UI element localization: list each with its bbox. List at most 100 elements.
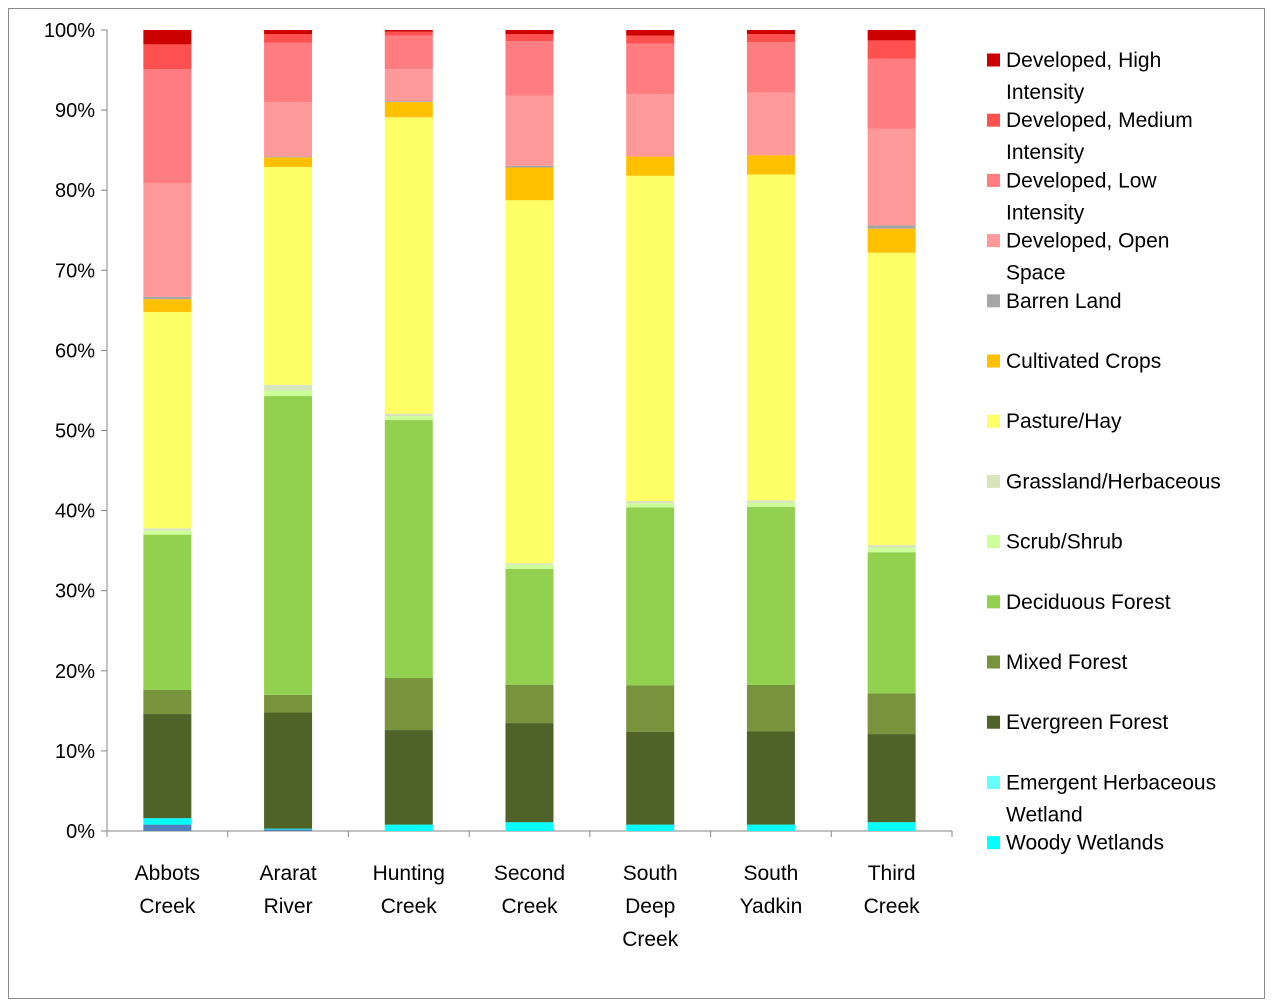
bar-segment bbox=[626, 685, 675, 732]
bar-segment bbox=[384, 35, 433, 70]
bar-segment bbox=[384, 69, 433, 102]
bar-segment bbox=[143, 299, 192, 312]
legend-label: Developed, High Intensity bbox=[1006, 49, 1161, 104]
bar-segment bbox=[143, 311, 192, 529]
bar-segment bbox=[384, 730, 433, 825]
plot-area: 0% 10% 20% 30% 40% 50% 60% 70% 80% 90% 100% Abbots C… bbox=[44, 20, 953, 951]
legend-label: Woody Wetlands bbox=[1006, 832, 1164, 855]
bar-segment bbox=[746, 42, 795, 93]
bar-segment bbox=[264, 156, 313, 158]
legend-label: Cultivated Crops bbox=[1006, 350, 1161, 373]
bar-segment bbox=[626, 824, 675, 831]
bar-segment bbox=[746, 34, 795, 43]
legend-swatch bbox=[987, 836, 1000, 850]
bar-segment bbox=[384, 420, 433, 679]
bar-segment bbox=[626, 507, 675, 686]
legend-label: Evergreen Forest bbox=[1006, 711, 1168, 734]
bar-segment bbox=[626, 30, 675, 36]
bar-segment bbox=[505, 200, 554, 564]
y-tick-label: 80% bbox=[55, 180, 95, 202]
legend-swatch bbox=[987, 234, 1000, 248]
bar-segment bbox=[867, 128, 916, 226]
bar-segment bbox=[867, 545, 916, 548]
bar-segment bbox=[746, 502, 795, 507]
legend-label: Barren Land bbox=[1006, 290, 1122, 313]
bar-segment bbox=[143, 30, 192, 45]
legend-label: Developed, Low Intensity bbox=[1006, 169, 1157, 224]
bar-segment bbox=[264, 42, 313, 103]
bar-segment bbox=[626, 731, 675, 825]
bar-segment bbox=[746, 174, 795, 501]
legend-swatch bbox=[987, 535, 1000, 549]
bar-segment bbox=[626, 156, 675, 176]
bar-segment bbox=[143, 818, 192, 825]
bar-segment bbox=[746, 92, 795, 156]
x-tick-label: Second Creek bbox=[494, 862, 565, 918]
bar-segment bbox=[746, 824, 795, 831]
bar-segment bbox=[264, 166, 313, 385]
bar-segment bbox=[384, 102, 433, 118]
y-tick-label: 60% bbox=[55, 340, 95, 362]
bar-segment bbox=[143, 714, 192, 819]
bar-segment bbox=[384, 678, 433, 731]
bar-segment bbox=[505, 563, 554, 565]
bar-segment bbox=[505, 822, 554, 831]
bar-segment bbox=[626, 500, 675, 504]
bar-segment bbox=[867, 822, 916, 831]
bar-segment bbox=[505, 41, 554, 96]
bar-segment bbox=[867, 40, 916, 59]
legend-swatch bbox=[987, 354, 1000, 368]
bar-segment bbox=[746, 731, 795, 825]
bar-segment bbox=[505, 30, 554, 34]
bar-segment bbox=[143, 530, 192, 535]
bar-segment bbox=[867, 252, 916, 546]
x-tick-label: Third Creek bbox=[864, 862, 921, 918]
bar-segment bbox=[746, 506, 795, 685]
bar-segment bbox=[264, 390, 313, 397]
bar-segment bbox=[867, 552, 916, 694]
y-tick-label: 10% bbox=[55, 741, 95, 763]
legend-swatch bbox=[987, 715, 1000, 729]
legend-swatch bbox=[987, 474, 1000, 488]
legend-swatch bbox=[987, 595, 1000, 609]
bar-segment bbox=[867, 547, 916, 553]
bar-segment bbox=[626, 94, 675, 157]
legend-label: Developed, Open Space bbox=[1006, 230, 1169, 285]
legend-swatch bbox=[987, 53, 1000, 67]
bar-segment bbox=[143, 824, 192, 831]
bar-segment bbox=[505, 95, 554, 166]
bar-segment bbox=[384, 101, 433, 103]
x-tick-label: South Yadkin bbox=[740, 862, 803, 918]
bar-segment bbox=[505, 564, 554, 569]
chart-frame bbox=[8, 8, 1265, 999]
legend-swatch bbox=[987, 173, 1000, 187]
bar-segment bbox=[746, 684, 795, 732]
bar-segment bbox=[143, 528, 192, 531]
bar-segment bbox=[143, 69, 192, 183]
bar-segment bbox=[384, 31, 433, 36]
bar-segment bbox=[384, 413, 433, 417]
y-tick-label: 0% bbox=[66, 821, 95, 843]
bar-segment bbox=[505, 165, 554, 168]
y-tick-label: 70% bbox=[55, 260, 95, 282]
bar-segment bbox=[264, 102, 313, 157]
bar-segment bbox=[143, 182, 192, 297]
x-tick-label: Abbots Creek bbox=[135, 862, 200, 918]
legend-label: Emergent Herbaceous Wetland bbox=[1006, 771, 1216, 826]
bar-segment bbox=[746, 500, 795, 503]
bar-segment bbox=[143, 296, 192, 300]
legend-swatch bbox=[987, 414, 1000, 428]
legend-label: Pasture/Hay bbox=[1006, 410, 1122, 433]
bar-segment bbox=[505, 568, 554, 685]
bar-segment bbox=[626, 175, 675, 501]
bar-segment bbox=[264, 396, 313, 695]
legend-swatch bbox=[987, 775, 1000, 789]
bar-segment bbox=[505, 723, 554, 823]
y-tick-label: 50% bbox=[55, 421, 95, 443]
x-tick-label: Ararat River bbox=[259, 862, 316, 918]
bar-segment bbox=[264, 30, 313, 35]
legend-label: Mixed Forest bbox=[1006, 651, 1128, 674]
bar-segment bbox=[264, 828, 313, 830]
bar-segment bbox=[626, 503, 675, 508]
